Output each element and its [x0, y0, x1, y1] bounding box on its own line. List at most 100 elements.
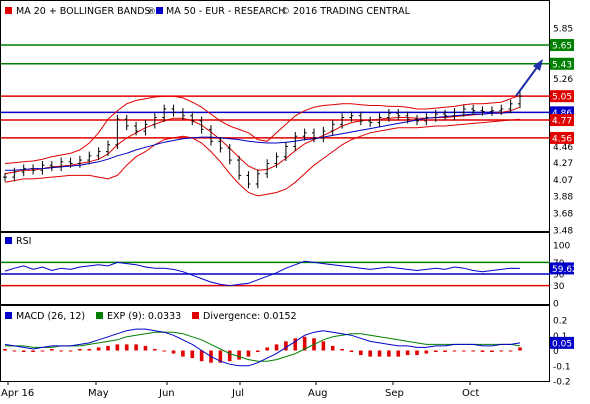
price-level-tag	[550, 90, 574, 103]
divergence-bar	[462, 350, 466, 352]
x-tick-label: Jul	[231, 388, 244, 399]
bollinger-lower-line	[4, 118, 521, 197]
legend-registered-1: ®	[147, 7, 156, 17]
divergence-bar	[134, 344, 138, 351]
rsi-panel-frame	[0, 232, 550, 305]
rsi-tick-label: 100	[553, 242, 570, 252]
price-level-tag-text: 5.65	[552, 42, 572, 52]
divergence-bar	[387, 350, 391, 357]
divergence-bar	[199, 350, 204, 362]
divergence-bar	[96, 347, 101, 351]
divergence-bar	[443, 350, 447, 353]
price-tick-label: 4.27	[553, 159, 573, 169]
x-tick-label: Apr 16	[1, 388, 34, 399]
rsi-tick-label: 30	[553, 282, 565, 292]
divergence-bar	[518, 347, 522, 351]
legend-swatch-bollinger	[5, 7, 12, 14]
divergence-bar	[340, 348, 344, 351]
price-tick-label: 3.88	[553, 192, 573, 202]
macd-tick-label: -0.1	[553, 362, 571, 372]
divergence-bar	[256, 350, 260, 353]
price-tick-label: 4.07	[553, 176, 573, 186]
legend-divergence: Divergence: 0.0152	[203, 311, 297, 322]
price-tick-label: 3.68	[553, 209, 573, 219]
divergence-bar	[284, 341, 288, 351]
rsi-value-tag	[550, 262, 574, 275]
legend-swatch-rsi	[5, 237, 12, 244]
divergence-bar	[181, 350, 185, 357]
price-tick-label: 5.85	[553, 24, 573, 34]
divergence-bar	[359, 350, 363, 356]
divergence-bar	[480, 350, 485, 353]
level-lines	[1, 44, 550, 287]
divergence-bar	[40, 350, 45, 352]
legend-ma50: MA 50 - EUR - RESEARCH	[166, 6, 285, 17]
x-tick-label: Oct	[462, 388, 479, 399]
divergence-bar	[153, 348, 157, 351]
legend-swatch-divergence	[192, 312, 199, 319]
divergence-bar	[31, 350, 35, 353]
divergence-bar	[78, 348, 82, 351]
divergence-bar	[499, 350, 504, 352]
rsi-tick-label: 50	[553, 271, 565, 281]
divergence-bar	[227, 350, 232, 362]
divergence-bar	[124, 344, 129, 351]
price-tick-label: 5.26	[553, 75, 573, 85]
legend-macd: MACD (26, 12)	[16, 311, 85, 322]
x-tick-label: May	[88, 388, 109, 399]
price-level-tag-text: 5.05	[552, 93, 572, 103]
divergence-bar	[171, 350, 176, 354]
divergence-bar	[115, 344, 120, 351]
price-level-tag	[550, 39, 574, 52]
value-tags: 5.65 5.43 5.05 4.864.77 4.56 59.62 0.05	[550, 39, 578, 349]
bollinger-upper-line	[4, 94, 521, 164]
divergence-bar	[274, 344, 279, 351]
price-tick-label: 4.46	[553, 143, 573, 153]
price-bars	[3, 91, 522, 189]
legend-swatch-exp	[96, 312, 103, 319]
legend-trading-central: 2016 TRADING CENTRAL	[293, 6, 411, 17]
divergence-bar	[471, 350, 475, 352]
divergence-bar	[293, 338, 298, 351]
divergence-bar	[368, 350, 372, 357]
rsi-line	[4, 260, 521, 287]
divergence-bar	[349, 350, 354, 353]
divergence-bar	[508, 350, 513, 352]
macd-tick-label: 0	[553, 347, 559, 357]
price-panel-frame	[0, 0, 550, 232]
legend-swatch-macd	[5, 312, 12, 319]
divergence-bar	[162, 350, 166, 352]
divergence-bar	[12, 350, 17, 352]
divergence-bar	[452, 350, 457, 352]
divergence-bar	[405, 350, 410, 356]
rsi-legend: RSI	[5, 236, 31, 247]
price-level-tag	[550, 114, 574, 127]
divergence-bar	[433, 350, 438, 353]
price-level-tag-text: 4.77	[552, 117, 572, 127]
x-tick-label: Aug	[308, 388, 328, 399]
divergence-bar	[302, 336, 307, 351]
price-level-tag	[550, 57, 574, 70]
macd-signal-line	[5, 331, 521, 362]
legend-rsi: RSI	[16, 236, 31, 247]
divergence-bar	[21, 350, 26, 353]
x-tick-label: Jun	[158, 388, 175, 399]
macd-value-tag-text: 0.05	[552, 339, 572, 349]
divergence-bar	[415, 350, 419, 356]
divergence-bar	[59, 350, 63, 352]
legend-copyright: ©	[281, 7, 290, 17]
divergence-bar	[265, 347, 269, 351]
divergence-bar	[330, 345, 335, 351]
divergence-bar	[237, 350, 241, 360]
divergence-bar	[490, 350, 494, 353]
legend-exp: EXP (9): 0.0333	[107, 311, 181, 322]
price-level-tag-text: 5.43	[552, 60, 572, 70]
divergence-bar	[396, 350, 401, 357]
macd-tick-label: -0.2	[553, 378, 571, 388]
divergence-bar	[87, 348, 92, 351]
price-tick-label: 3.48	[553, 227, 573, 237]
legend-swatch-ma50	[156, 7, 163, 14]
divergence-bar	[106, 345, 110, 351]
price-level-tag	[550, 131, 574, 144]
